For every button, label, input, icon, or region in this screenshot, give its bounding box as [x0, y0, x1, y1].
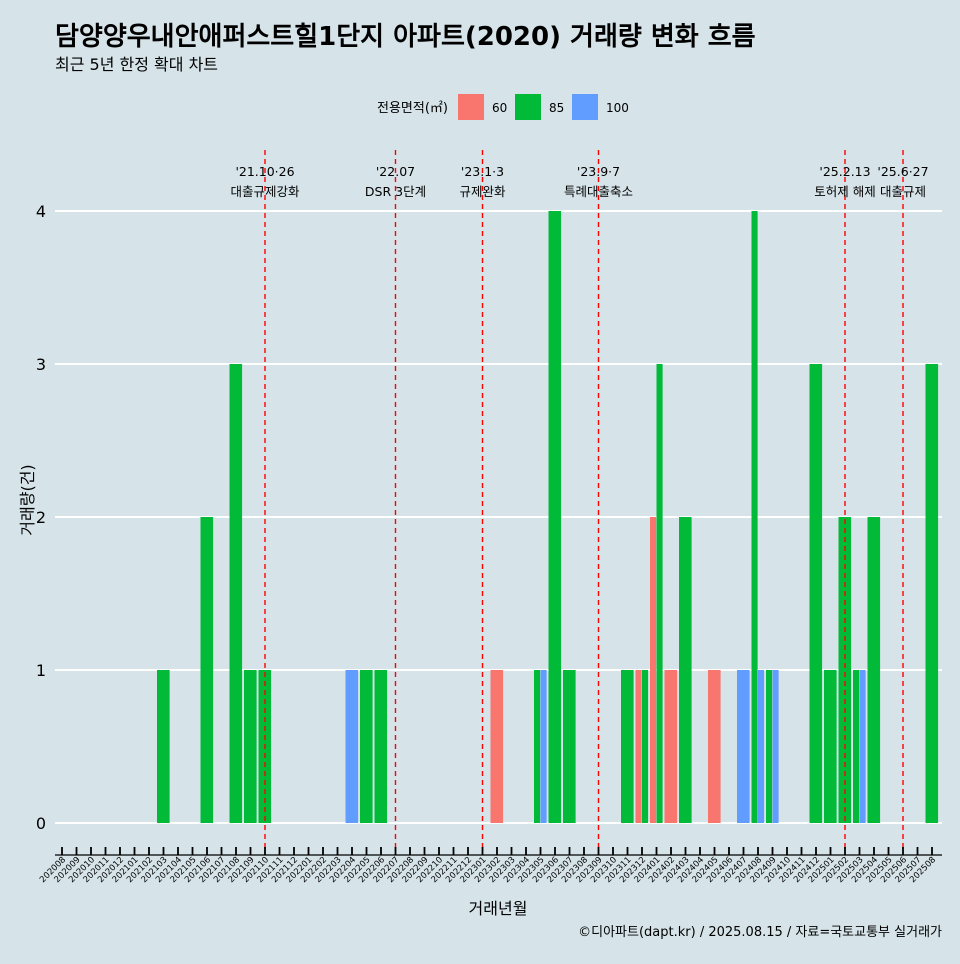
bar [824, 670, 837, 823]
bar [853, 670, 860, 823]
y-axis-title: 거래량(건) [18, 464, 37, 535]
bar [534, 670, 541, 823]
bar [360, 670, 373, 823]
bar [758, 670, 765, 823]
legend-label: 100 [606, 101, 629, 115]
bar [838, 517, 852, 823]
event-date: '25.2.13 [819, 164, 870, 179]
bar [679, 517, 692, 823]
event-label: 토허제 해제 [814, 184, 875, 199]
bar [809, 364, 823, 823]
chart-title: 담양양우내안애퍼스트힐1단지 아파트(2020) 거래량 변화 흐름 [55, 22, 756, 52]
bar [548, 211, 562, 823]
bar [621, 670, 634, 823]
legend-swatch [458, 94, 484, 120]
event-label: 특례대출축소 [564, 184, 633, 199]
bar [772, 670, 779, 823]
y-tick-label: 1 [36, 661, 46, 680]
chart-caption: ©디아파트(dapt.kr) / 2025.08.15 / 자료=국토교통부 실… [578, 925, 942, 940]
y-tick-label: 2 [36, 508, 46, 527]
bar [859, 670, 866, 823]
bar [766, 670, 773, 823]
bar [244, 670, 257, 823]
bar [867, 517, 881, 823]
bar [708, 670, 721, 823]
legend-label: 85 [549, 101, 564, 115]
legend-swatch [515, 94, 541, 120]
bars [157, 211, 939, 823]
x-axis: 2020082020092020102020112020122021012021… [38, 847, 942, 885]
event-label: DSR 3단계 [365, 184, 426, 199]
event-label: 대출규제강화 [230, 184, 300, 199]
bar [737, 670, 750, 823]
event-date: '23.9·7 [577, 164, 620, 179]
y-tick-label: 3 [36, 355, 46, 374]
chart-subtitle: 최근 5년 한정 확대 차트 [55, 55, 218, 74]
bar [650, 517, 657, 823]
legend: 60 85 100 [458, 94, 629, 120]
bar [157, 670, 170, 823]
bar [374, 670, 388, 823]
bar [925, 364, 939, 823]
legend-title: 전용면적(㎡) [377, 101, 448, 116]
event-markers: '21.10·26 대출규제강화 '22.07 DSR 3단계 '23.1·3 규제완화 '… [230, 150, 929, 850]
legend-swatch [572, 94, 598, 120]
event-label: 대출규제 [880, 184, 926, 199]
y-axis: 0 1 2 3 4 [36, 202, 46, 833]
bar [345, 670, 359, 823]
event-date: '25.6·27 [877, 164, 928, 179]
event-date: '22.07 [376, 164, 415, 179]
y-tick-label: 4 [36, 202, 46, 221]
event-label: 규제완화 [459, 184, 506, 199]
x-axis-title: 거래년월 [469, 899, 528, 918]
event-date: '21.10·26 [235, 164, 294, 179]
bar [664, 670, 678, 823]
bar [229, 364, 243, 823]
bar [490, 670, 504, 823]
bar [563, 670, 576, 823]
bar [751, 211, 758, 823]
y-tick-label: 0 [36, 814, 46, 833]
bar [540, 670, 547, 823]
bar [200, 517, 214, 823]
event-date: '23.1·3 [461, 164, 504, 179]
legend-label: 60 [492, 101, 507, 115]
bar [656, 364, 663, 823]
bar [635, 670, 642, 823]
bar [642, 670, 649, 823]
